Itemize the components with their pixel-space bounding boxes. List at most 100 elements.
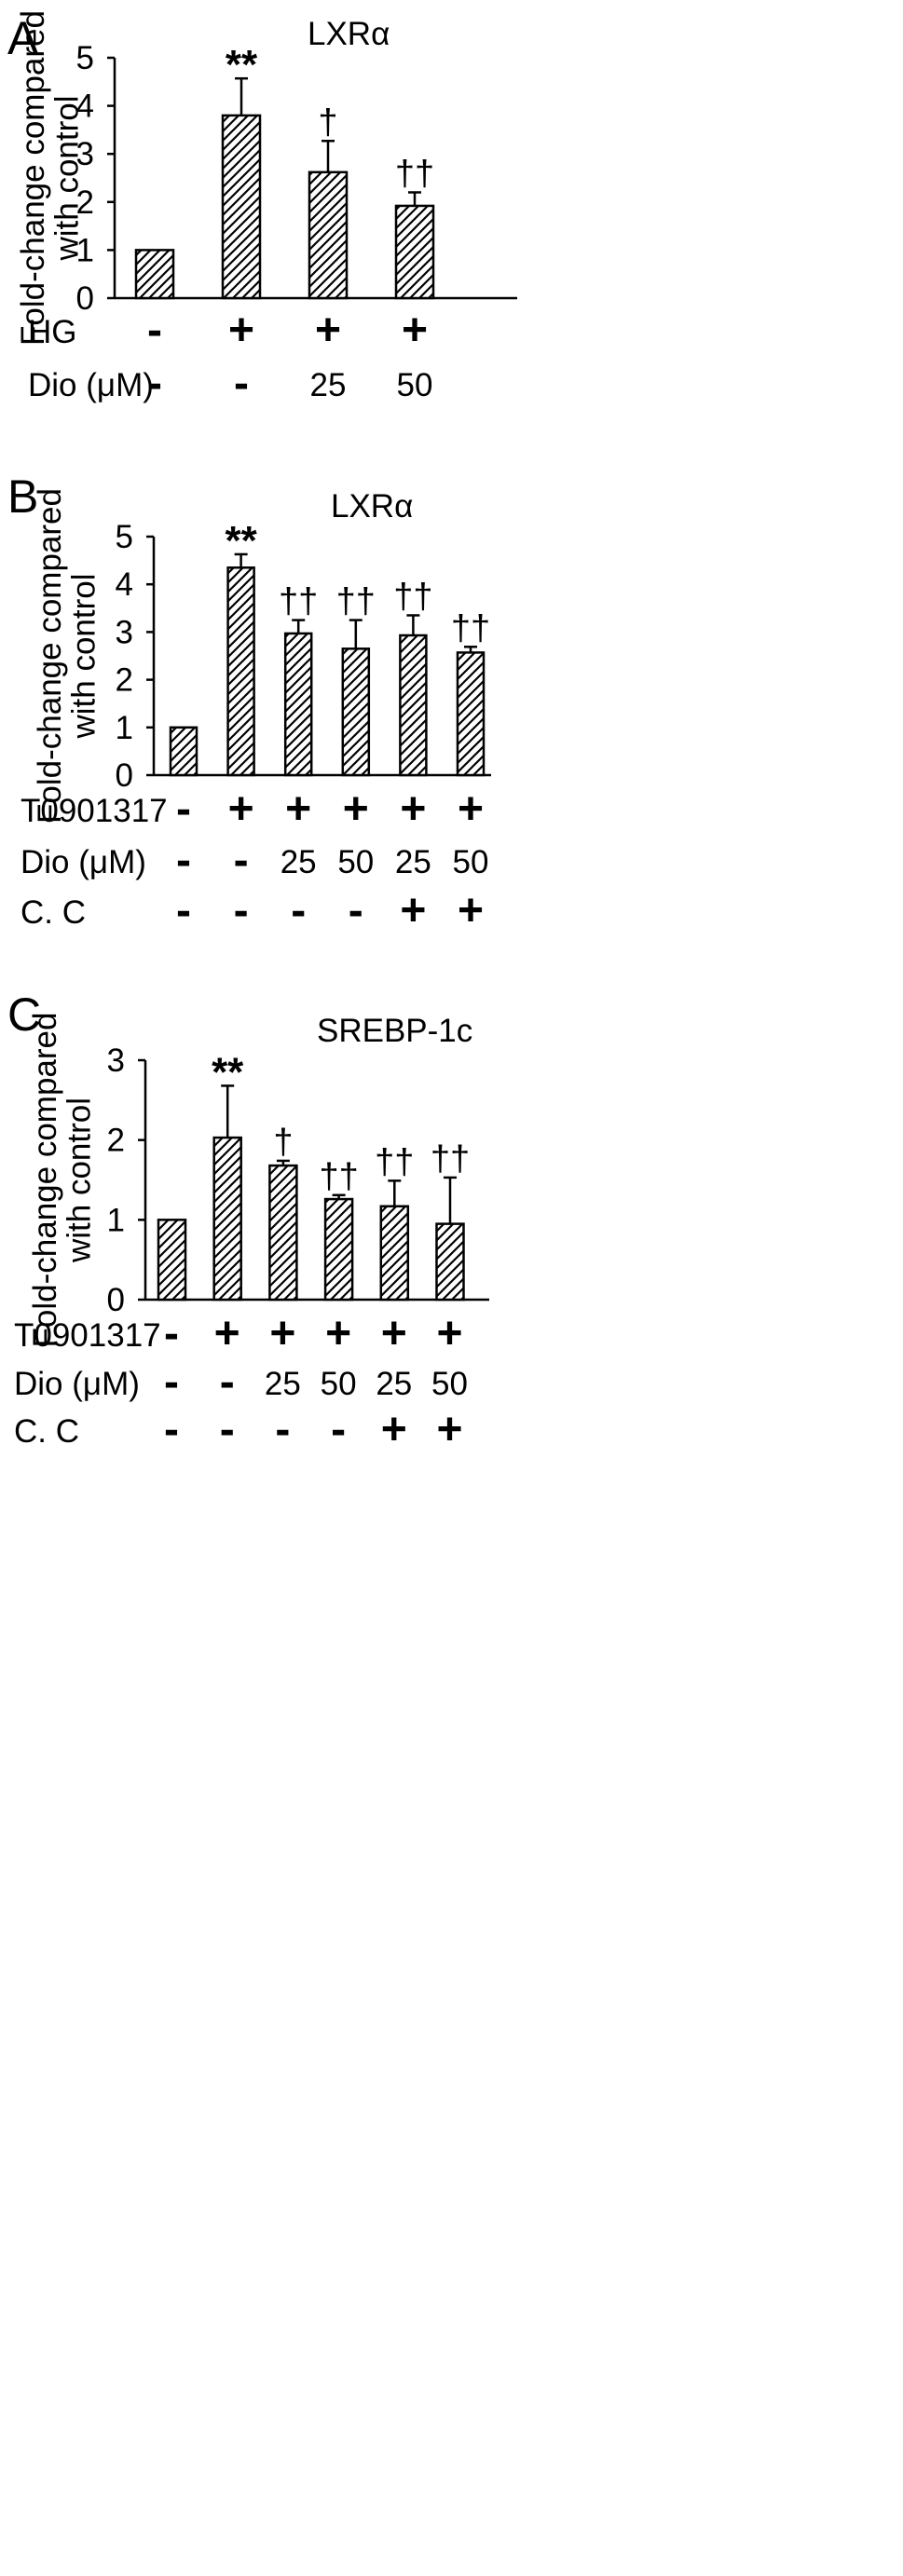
y-tick-label: 2 xyxy=(107,1123,125,1159)
significance-marker: †† xyxy=(319,1157,358,1196)
chart-title: SREBP-1c xyxy=(317,1013,472,1049)
condition-value: - xyxy=(234,359,249,408)
significance-marker: †† xyxy=(393,577,432,616)
bar xyxy=(379,1205,410,1302)
y-tick-label: 2 xyxy=(116,662,133,699)
condition-value: 25 xyxy=(280,844,317,880)
bar xyxy=(268,1164,298,1302)
condition-value: + xyxy=(228,784,254,834)
condition-value: + xyxy=(228,306,254,355)
condition-value: - xyxy=(176,836,191,885)
y-tick-label: 2 xyxy=(76,184,94,221)
condition-value: + xyxy=(400,886,426,935)
condition-label: C. C xyxy=(21,894,86,931)
significance-marker: †† xyxy=(279,582,318,621)
condition-label: Dio (μM) xyxy=(14,1366,140,1402)
condition-value: 50 xyxy=(431,1366,468,1402)
bar xyxy=(212,1136,242,1302)
condition-value: 50 xyxy=(453,844,489,880)
significance-marker: ** xyxy=(226,42,258,88)
panel-c: C SREBP-1c Fold-change comparedwith contro… xyxy=(7,988,489,1454)
significance-marker: ** xyxy=(225,518,257,564)
condition-value: - xyxy=(147,359,162,408)
y-tick-label: 3 xyxy=(107,1043,125,1079)
condition-value: 50 xyxy=(397,367,433,403)
bar xyxy=(221,114,262,300)
condition-label: C. C xyxy=(14,1413,79,1450)
y-tick-label: 4 xyxy=(76,89,94,125)
condition-label: Dio (μM) xyxy=(21,844,146,880)
condition-value: + xyxy=(315,306,341,355)
condition-value: - xyxy=(220,1405,235,1454)
panel-letter: C xyxy=(7,988,41,1041)
bar xyxy=(134,249,175,300)
condition-label: Dio (μM) xyxy=(28,367,154,403)
y-tick-label: 1 xyxy=(107,1202,125,1238)
significance-marker: †† xyxy=(375,1142,414,1181)
bar xyxy=(323,1197,354,1302)
bar xyxy=(394,204,435,300)
condition-value: + xyxy=(269,1309,295,1358)
significance-marker: †† xyxy=(451,608,490,647)
y-axis-label: Fold-change comparedwith control xyxy=(32,488,103,824)
condition-value: - xyxy=(176,886,191,935)
y-tick-label: 5 xyxy=(116,519,133,555)
condition-value: 25 xyxy=(376,1366,412,1402)
condition-value: + xyxy=(402,306,428,355)
condition-value: + xyxy=(400,784,426,834)
panel-letter: B xyxy=(7,470,38,523)
y-tick-label: 5 xyxy=(76,40,94,76)
chart-title: LXRα xyxy=(331,488,413,525)
significance-marker: † xyxy=(273,1123,293,1162)
condition-value: - xyxy=(291,886,306,935)
bar xyxy=(226,566,255,777)
y-tick-label: 0 xyxy=(76,280,94,317)
condition-value: - xyxy=(164,1357,179,1407)
condition-value: + xyxy=(325,1309,351,1358)
condition-value: 25 xyxy=(310,367,347,403)
significance-marker: †† xyxy=(395,154,434,193)
condition-value: - xyxy=(275,1405,290,1454)
condition-value: 25 xyxy=(265,1366,301,1402)
condition-value: - xyxy=(164,1405,179,1454)
significance-marker: †† xyxy=(431,1139,470,1179)
significance-marker: † xyxy=(318,102,337,142)
y-axis-label: Fold-change comparedwith control xyxy=(15,10,86,346)
condition-value: + xyxy=(436,1405,462,1454)
significance-marker: ** xyxy=(212,1049,244,1095)
bar xyxy=(435,1222,465,1302)
y-tick-label: 1 xyxy=(76,232,94,268)
condition-value: - xyxy=(164,1309,179,1358)
condition-value: - xyxy=(234,886,249,935)
bar xyxy=(456,651,486,777)
bar xyxy=(169,726,198,777)
condition-value: - xyxy=(331,1405,346,1454)
bar xyxy=(399,634,428,777)
significance-marker: †† xyxy=(336,582,376,621)
condition-label: HG xyxy=(28,314,77,350)
y-axis-label: Fold-change comparedwith control xyxy=(27,1013,98,1348)
condition-value: + xyxy=(458,784,484,834)
condition-value: - xyxy=(176,784,191,834)
condition-value: 50 xyxy=(321,1366,357,1402)
bar xyxy=(157,1219,187,1302)
panel-b: B LXRα Fold-change comparedwith control 0 1 2… xyxy=(7,470,491,935)
condition-value: + xyxy=(343,784,369,834)
bar xyxy=(341,647,371,777)
bar xyxy=(308,170,349,300)
y-tick-label: 0 xyxy=(116,757,133,794)
y-tick-label: 3 xyxy=(76,136,94,172)
condition-value: + xyxy=(214,1309,240,1358)
condition-value: - xyxy=(349,886,363,935)
y-tick-label: 1 xyxy=(116,710,133,746)
y-tick-label: 3 xyxy=(116,614,133,650)
condition-value: 50 xyxy=(337,844,374,880)
condition-label: T0901317 xyxy=(21,793,168,829)
condition-value: + xyxy=(285,784,311,834)
condition-value: 25 xyxy=(395,844,431,880)
condition-value: - xyxy=(147,306,162,355)
y-tick-label: 0 xyxy=(107,1282,125,1318)
condition-value: + xyxy=(381,1405,407,1454)
